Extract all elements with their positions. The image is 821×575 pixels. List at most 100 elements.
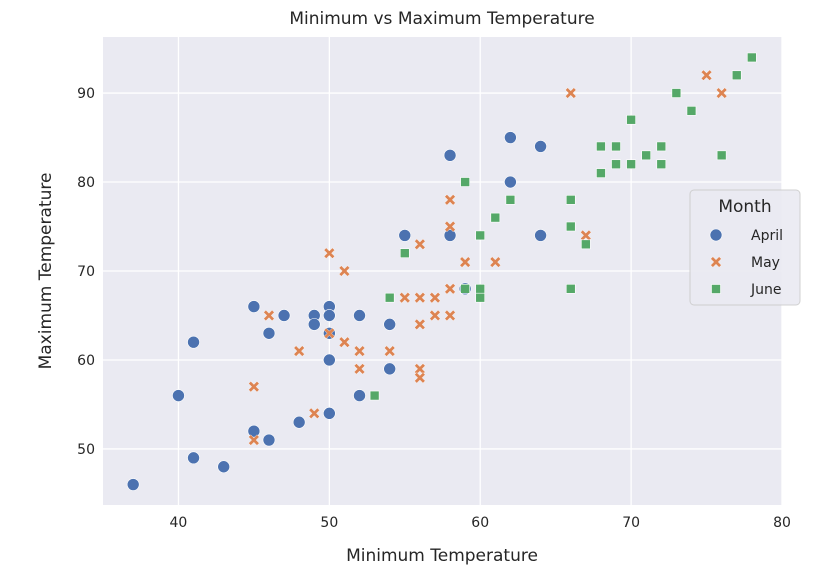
point-june	[475, 292, 486, 303]
point-april	[247, 300, 261, 313]
point-june	[490, 212, 501, 223]
point-may	[353, 345, 366, 357]
point-may	[444, 309, 456, 322]
point-april	[504, 175, 517, 189]
point-april	[443, 149, 457, 162]
x-tick-label: 40	[170, 515, 188, 531]
point-april	[292, 415, 306, 429]
point-may	[580, 229, 592, 241]
point-june	[656, 141, 667, 152]
point-may	[444, 194, 456, 206]
point-june	[460, 177, 470, 187]
point-june	[611, 159, 621, 170]
point-april	[247, 424, 261, 438]
y-tick-label: 50	[77, 442, 95, 458]
point-may	[459, 256, 471, 268]
point-may	[399, 292, 411, 304]
legend-marker-june	[711, 284, 721, 294]
point-june	[565, 283, 576, 294]
x-axis-label: Minimum Temperature	[346, 546, 538, 566]
y-tick-label: 90	[77, 86, 95, 102]
point-may	[414, 363, 426, 375]
point-may	[323, 327, 335, 339]
point-june	[596, 168, 606, 178]
grid	[103, 37, 783, 505]
point-june	[656, 159, 667, 170]
y-tick-label: 80	[77, 175, 95, 191]
point-april	[262, 326, 276, 340]
point-april	[353, 309, 366, 322]
point-april	[172, 389, 185, 402]
point-april	[504, 131, 517, 144]
point-june	[460, 283, 470, 294]
series-june	[369, 52, 757, 401]
point-may	[700, 69, 713, 81]
point-may	[716, 87, 728, 99]
point-june	[686, 106, 697, 116]
point-may	[489, 256, 501, 268]
point-may	[444, 283, 456, 295]
legend-marker-april	[709, 228, 723, 242]
point-june	[475, 283, 486, 294]
series-may	[248, 69, 728, 446]
point-june	[581, 239, 591, 250]
point-april	[323, 309, 336, 322]
x-tick-label: 50	[320, 515, 338, 531]
legend-box	[689, 189, 801, 306]
point-june	[565, 195, 576, 205]
legend-title: Month	[718, 197, 771, 217]
point-april	[217, 460, 231, 474]
point-june	[596, 141, 606, 152]
point-may	[248, 381, 260, 393]
point-june	[716, 150, 727, 161]
point-may	[429, 292, 441, 304]
point-may	[414, 292, 426, 304]
point-may	[444, 220, 456, 233]
point-june	[747, 52, 757, 63]
point-may	[338, 336, 351, 348]
point-may	[263, 309, 275, 322]
point-may	[414, 372, 426, 384]
point-may	[384, 345, 396, 357]
point-may	[414, 238, 426, 250]
point-june	[475, 230, 486, 241]
x-tick-label: 80	[773, 515, 791, 531]
legend-label-april: April	[751, 228, 783, 244]
point-april	[383, 362, 396, 376]
legend-label-may: May	[751, 255, 780, 271]
y-tick-label: 60	[77, 353, 95, 369]
point-june	[731, 70, 742, 81]
point-june	[399, 248, 410, 259]
point-june	[671, 88, 682, 98]
point-april	[383, 318, 396, 331]
y-tick-label: 70	[77, 264, 95, 280]
point-april	[323, 353, 336, 367]
data-points	[126, 52, 757, 491]
point-may	[323, 247, 335, 259]
point-april	[126, 478, 140, 491]
point-june	[505, 195, 516, 205]
legend-marker-may	[710, 256, 722, 268]
point-may	[308, 407, 320, 419]
point-april	[353, 389, 366, 402]
tick-labels: 40 50 60 70 80 50 60 70 80 90	[77, 86, 791, 531]
point-june	[611, 141, 621, 152]
point-may	[248, 434, 260, 446]
point-april	[277, 309, 291, 322]
point-june	[384, 292, 395, 303]
point-june	[626, 159, 636, 170]
point-april	[398, 229, 412, 242]
point-may	[353, 363, 366, 375]
point-june	[369, 390, 380, 401]
point-june	[641, 150, 652, 161]
point-april	[534, 229, 547, 242]
point-may	[429, 309, 441, 322]
point-april	[187, 451, 200, 465]
point-june	[626, 114, 636, 125]
point-april	[323, 407, 336, 420]
legend-label-june: June	[750, 282, 782, 298]
point-april	[443, 229, 457, 242]
point-may	[414, 318, 426, 330]
point-june	[565, 221, 576, 232]
